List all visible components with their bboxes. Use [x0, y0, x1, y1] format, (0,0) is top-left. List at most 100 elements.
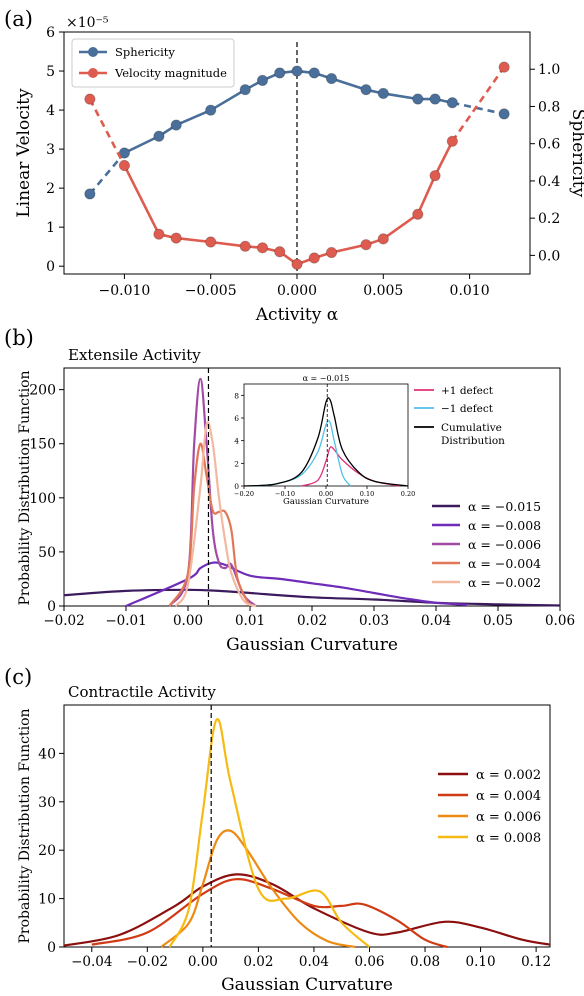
sphericity-point-5 [239, 84, 251, 96]
panel-a: (a) ×10⁻⁵ 0 1 2 3 4 5 6 0.0 0.2 0.4 0.6 0.8 1.0 −0.… [4, 7, 584, 325]
y-right-ticks-a: 0.0 0.2 0.4 0.6 0.8 1.0 [530, 62, 560, 264]
sphericity-point-12 [377, 87, 389, 100]
legend-label-b-2: α = −0.006 [468, 537, 541, 552]
x-axis-label-a: Activity α [255, 305, 339, 325]
series-c [63, 718, 551, 949]
inset-title: α = −0.015 [303, 374, 350, 383]
curve-c-1 [91, 878, 448, 949]
velocity-segment-3 [176, 236, 211, 244]
velocity-point-9 [308, 252, 320, 264]
inset-x-ticks: −0.20 −0.10 0.00 0.10 0.20 [234, 486, 415, 498]
x-tick-label-b-1: −0.01 [105, 613, 146, 629]
sphericity-segment-15 [452, 101, 505, 116]
velocity-point-13 [412, 208, 424, 220]
panel-label-c: (c) [4, 665, 32, 689]
y-ticks-b: 0 50 100 150 200 [29, 383, 64, 615]
velocity-point-7 [274, 246, 286, 258]
y-ticks-c: 0 10 20 30 40 [38, 746, 64, 956]
y-tick-label-b-0: 0 [47, 599, 56, 615]
x-tick-label-b-8: 0.06 [545, 613, 575, 629]
sphericity-segment-0 [88, 152, 126, 195]
velocity-point-6 [256, 242, 269, 254]
x-tick-label-c-4: 0.04 [299, 954, 329, 970]
legend-label-b-4: α = −0.002 [468, 575, 541, 590]
y-axis-label-c: Probability Distribution Function [17, 708, 33, 943]
inset-y-tick-label-2: 4 [234, 437, 239, 446]
velocity-segment-15 [451, 66, 506, 143]
curve-b-1 [125, 561, 468, 608]
curve-b-3 [168, 442, 251, 607]
chart-title-c: Contractile Activity [68, 683, 216, 701]
panel-c: (c) Contractile Activity 0 10 20 30 40 −0.04… [4, 665, 551, 995]
inset-series [243, 397, 409, 487]
sphericity-segment-4 [210, 88, 246, 112]
velocity-point-15 [446, 135, 458, 147]
velocity-segment-0 [88, 98, 126, 167]
y-tick-label-b-2: 100 [29, 491, 56, 507]
inset-x-tick-label-4: 0.20 [401, 490, 415, 498]
x-tick-label-b-2: 0.00 [173, 613, 203, 629]
y-left-tick-label-5: 5 [46, 64, 55, 80]
legend-label-b-3: α = −0.004 [468, 556, 541, 571]
x-tick-label-c-8: 0.12 [521, 954, 551, 970]
legend-label-sphericity: Sphericity [115, 45, 175, 59]
y-tick-label-b-4: 200 [29, 383, 56, 399]
legend-b: α = −0.015 α = −0.008 α = −0.006 α = −0.004… [432, 499, 541, 590]
curve-b-4 [174, 421, 257, 608]
sphericity-point-2 [153, 130, 165, 142]
x-tick-label-1: −0.005 [185, 283, 237, 299]
velocity-point-1 [118, 159, 131, 172]
x-tick-label-0: −0.010 [99, 283, 151, 299]
inset-y-tick-label-3: 6 [234, 414, 239, 423]
y-left-ticks-a: 0 1 2 3 4 5 6 [46, 25, 64, 275]
inset-legend-label-minus: −1 defect [441, 403, 494, 415]
sphericity-segment-12 [383, 92, 419, 101]
x-tick-label-c-2: 0.00 [188, 954, 218, 970]
x-tick-label-b-5: 0.03 [359, 613, 389, 629]
y-left-tick-label-2: 2 [46, 181, 55, 197]
y-right-tick-label-1: 0.2 [538, 211, 560, 227]
velocity-segment-1 [123, 164, 161, 235]
x-tick-label-c-7: 0.10 [466, 954, 496, 970]
y-right-tick-label-2: 0.4 [538, 174, 560, 190]
x-ticks-b: −0.02 −0.01 0.00 0.01 0.02 0.03 0.04 0.05 0.06 [43, 606, 575, 629]
x-tick-label-c-1: −0.02 [127, 954, 168, 970]
velocity-point-5 [239, 240, 251, 252]
legend-label-c-0: α = 0.002 [476, 768, 541, 783]
velocity-point-0 [84, 93, 96, 105]
sphericity-point-16 [498, 108, 510, 120]
y-right-tick-label-3: 0.6 [538, 137, 560, 153]
panel-label-a: (a) [4, 7, 33, 31]
velocity-point-14 [429, 170, 441, 182]
panel-b: (b) Extensile Activity 0 50 100 150 200 −0.0… [4, 326, 575, 655]
legend-label-b-1: α = −0.008 [468, 518, 541, 533]
sphericity-segment-1 [123, 135, 160, 155]
y-right-tick-label-5: 1.0 [538, 62, 560, 78]
chart-title-b: Extensile Activity [68, 346, 201, 364]
x-tick-label-c-3: 0.02 [243, 954, 273, 970]
sphericity-point-0 [84, 188, 96, 200]
y-tick-label-c-2: 20 [38, 843, 56, 859]
y-tick-label-b-3: 150 [29, 437, 56, 453]
legend-label-c-3: α = 0.008 [476, 831, 541, 846]
curve-c-3 [168, 718, 371, 948]
sphericity-point-7 [274, 67, 286, 79]
x-axis-label-c: Gaussian Curvature [221, 975, 393, 995]
x-tick-label-b-6: 0.04 [421, 613, 451, 629]
plot-frame-c [63, 704, 551, 948]
velocity-point-8 [291, 258, 303, 270]
x-tick-label-c-6: 0.08 [410, 954, 440, 970]
sphericity-point-4 [205, 104, 217, 116]
velocity-point-12 [377, 233, 389, 245]
y-tick-label-c-4: 40 [38, 746, 56, 762]
panel-label-b: (b) [4, 326, 34, 350]
inset-x-tick-label-3: 0.10 [360, 490, 374, 498]
inset-frame [243, 383, 409, 487]
y-right-tick-label-4: 0.8 [538, 99, 560, 115]
velocity-point-10 [325, 246, 338, 259]
legend-label-b-0: α = −0.015 [468, 499, 541, 514]
inset-x-axis-label: Gaussian Curvature [283, 497, 369, 507]
y-offset-label-a: ×10⁻⁵ [66, 15, 109, 31]
